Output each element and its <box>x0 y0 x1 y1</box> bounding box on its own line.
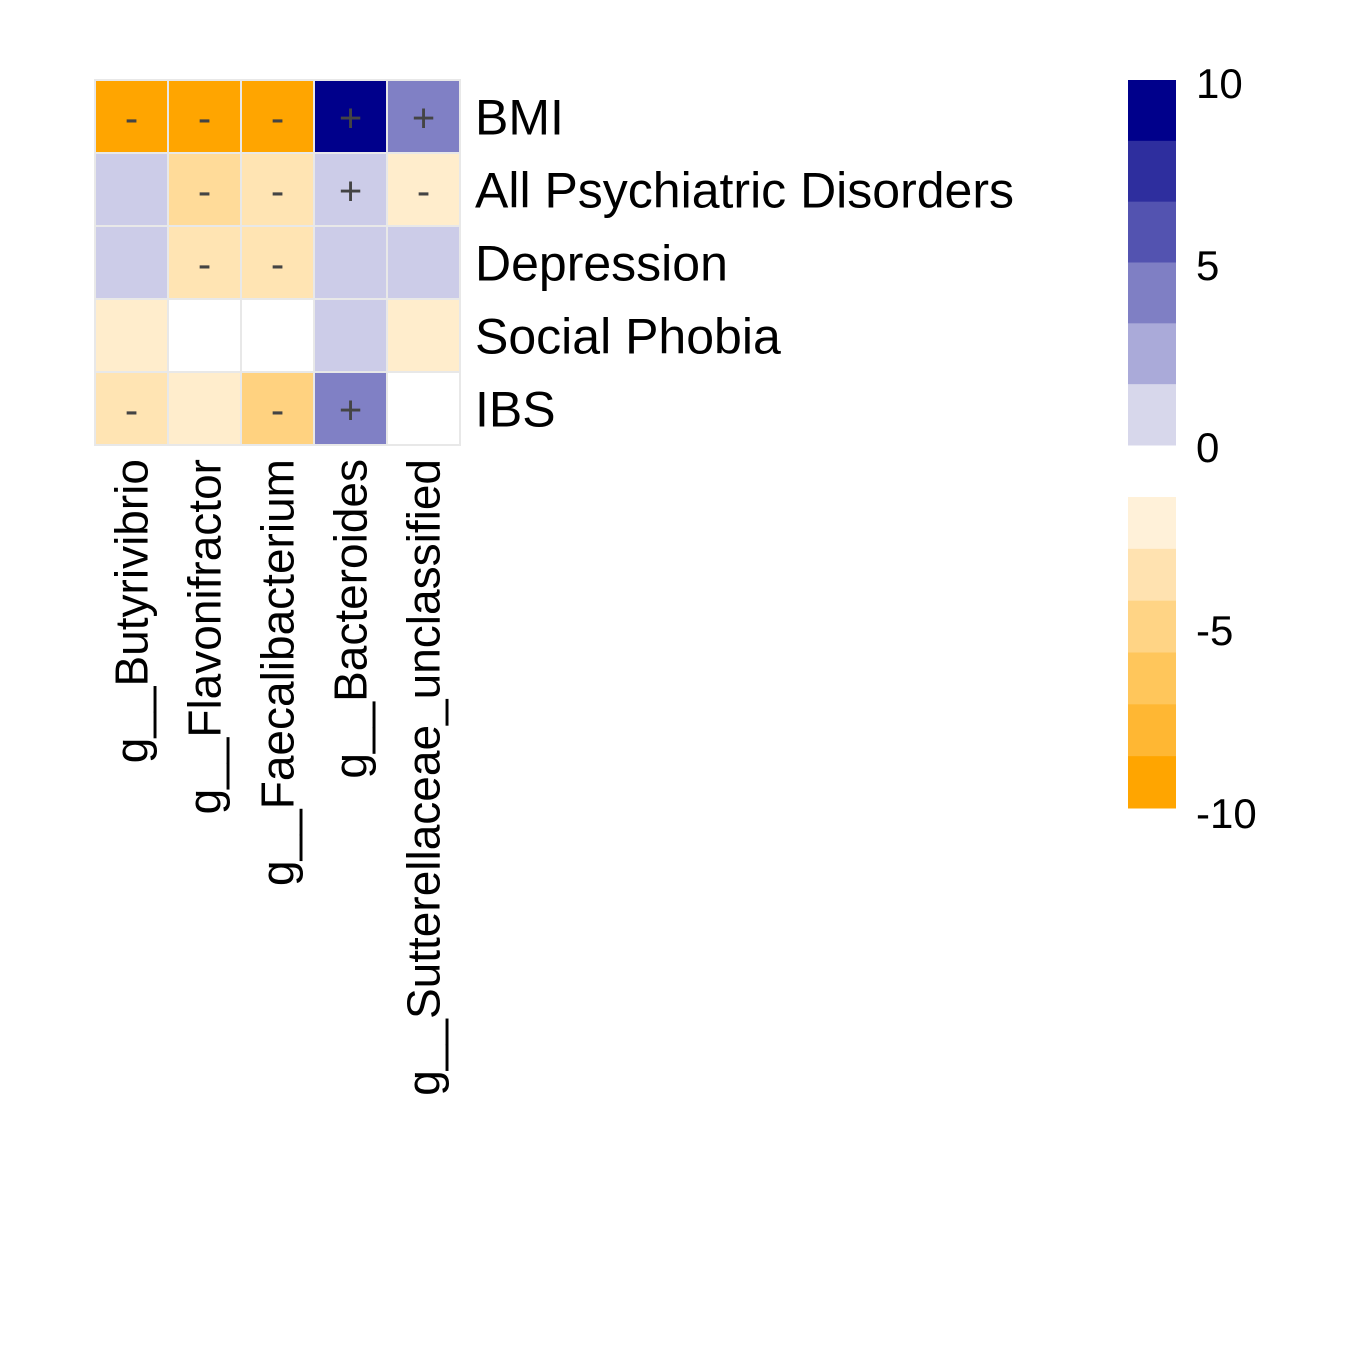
column-label: g__Flavonifractor <box>179 459 231 814</box>
legend-tick-label: 5 <box>1196 242 1219 289</box>
cell-annotation: - <box>271 389 284 433</box>
column-label: g__Bacteroides <box>325 459 377 779</box>
heatmap-cell <box>313 298 388 373</box>
heatmap-cell <box>94 371 169 446</box>
cell-annotation: - <box>125 97 138 141</box>
legend-swatch-positive <box>1128 80 1176 142</box>
heatmap-cell <box>313 225 388 300</box>
heatmap-cell <box>240 371 315 446</box>
row-label: Depression <box>475 236 728 292</box>
cell-annotation: - <box>125 389 138 433</box>
legend-tick-label: -5 <box>1196 607 1233 654</box>
legend-swatch-negative <box>1128 600 1176 653</box>
column-label: g__Faecalibacterium <box>252 459 304 886</box>
legend-swatch-positive <box>1128 140 1176 203</box>
cell-annotation: + <box>412 97 435 141</box>
cell-annotation: - <box>271 243 284 287</box>
cell-annotation: + <box>339 389 362 433</box>
legend-swatch-negative <box>1128 704 1176 757</box>
heatmap-cell <box>94 225 169 300</box>
cell-annotation: - <box>417 170 430 214</box>
cell-annotation: - <box>198 97 211 141</box>
heatmap-cell <box>167 371 242 446</box>
legend-swatch-negative <box>1128 497 1176 550</box>
heatmap-cell <box>386 298 461 373</box>
legend-swatch-negative <box>1128 652 1176 705</box>
heatmap-cell <box>313 152 388 227</box>
heatmap-cell <box>386 371 461 446</box>
cell-annotation: + <box>339 97 362 141</box>
cell-annotation: + <box>339 170 362 214</box>
column-label: g__Butyrivibrio <box>106 459 158 763</box>
legend-swatch-negative <box>1128 548 1176 602</box>
legend-swatch-positive <box>1128 323 1176 385</box>
heatmap-cell <box>167 79 242 154</box>
heatmap-cell <box>240 298 315 373</box>
heatmap-cell <box>167 225 242 300</box>
row-label: All Psychiatric Disorders <box>475 163 1014 219</box>
heatmap-cell <box>313 371 388 446</box>
heatmap-cells: - - - + + - - + - - - - - + <box>94 79 461 446</box>
heatmap-cell <box>167 152 242 227</box>
heatmap-cell <box>386 225 461 300</box>
heatmap-cell <box>94 152 169 227</box>
column-labels: g__Butyrivibrio g__Flavonifractor g__Faeca… <box>106 459 450 1096</box>
legend-swatch-positive <box>1128 201 1176 263</box>
cell-annotation: - <box>271 170 284 214</box>
legend-tick-label: 0 <box>1196 424 1219 471</box>
legend-swatch-negative <box>1128 756 1176 809</box>
heatmap-cell <box>167 298 242 373</box>
legend-tick-label: -10 <box>1196 790 1257 837</box>
column-label: g__Sutterellaceae_unclassified <box>398 459 450 1096</box>
heatmap-cell <box>94 79 169 154</box>
legend-swatch-positive <box>1128 262 1176 324</box>
cell-annotation: - <box>271 97 284 141</box>
cell-annotation: - <box>198 170 211 214</box>
legend-swatch-positive <box>1128 384 1176 446</box>
heatmap-cell <box>94 298 169 373</box>
row-label: IBS <box>475 382 556 438</box>
row-label: Social Phobia <box>475 309 781 365</box>
cell-annotation: - <box>198 243 211 287</box>
legend-tick-label: 10 <box>1196 60 1243 107</box>
row-labels: BMI All Psychiatric Disorders Depression So… <box>475 90 1014 438</box>
color-legend: 10 5 0 -5 -10 <box>1128 60 1257 837</box>
row-label: BMI <box>475 90 564 146</box>
